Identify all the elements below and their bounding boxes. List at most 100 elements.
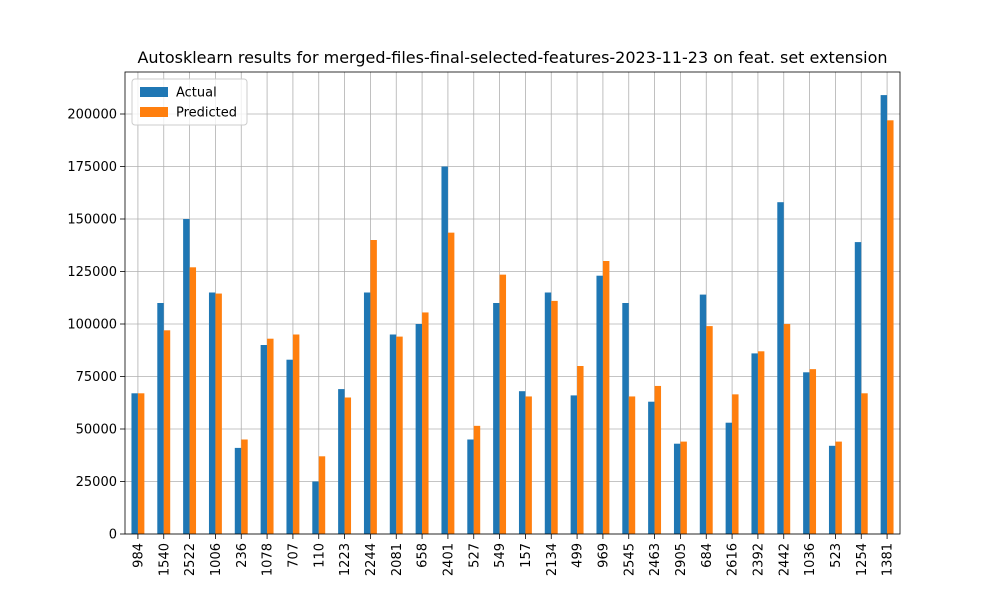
bar-actual-499 xyxy=(570,395,578,534)
x-tick-label: 984 xyxy=(131,543,146,568)
bar-predicted-2244 xyxy=(370,240,377,534)
bar-predicted-2081 xyxy=(396,336,403,534)
x-tick-label: 1078 xyxy=(261,543,276,576)
x-tick-label: 684 xyxy=(700,543,715,568)
x-tick-label: 527 xyxy=(467,543,482,568)
y-tick-label: 150000 xyxy=(67,213,117,228)
bar-predicted-1006 xyxy=(215,293,222,534)
x-tick-label: 658 xyxy=(416,543,431,568)
bar-actual-236 xyxy=(234,447,242,534)
bar-actual-110 xyxy=(312,481,319,534)
bar-predicted-527 xyxy=(473,425,481,534)
x-tick-label: 2905 xyxy=(674,543,689,576)
bar-actual-1381 xyxy=(880,95,888,534)
chart-title: Autosklearn results for merged-files-fin… xyxy=(137,48,888,67)
bar-actual-658 xyxy=(415,324,423,534)
bar-predicted-1078 xyxy=(267,338,274,534)
bar-actual-707 xyxy=(286,359,293,534)
bar-actual-2401 xyxy=(441,166,448,534)
x-tick-label: 1006 xyxy=(209,543,224,576)
bar-predicted-2545 xyxy=(628,396,636,534)
bar-predicted-1381 xyxy=(887,120,894,535)
x-tick-label: 2442 xyxy=(777,543,792,576)
bar-actual-1036 xyxy=(803,372,810,534)
bar-predicted-2522 xyxy=(189,267,197,534)
bar-predicted-2616 xyxy=(732,394,739,534)
bar-actual-1006 xyxy=(208,292,216,534)
x-tick-label: 236 xyxy=(235,543,250,568)
bar-predicted-2392 xyxy=(757,351,765,534)
bar-actual-2244 xyxy=(363,292,371,534)
bar-actual-2545 xyxy=(622,303,629,534)
x-tick-label: 2463 xyxy=(648,543,663,576)
bar-predicted-523 xyxy=(835,441,842,534)
x-tick-label: 110 xyxy=(312,543,327,568)
bar-actual-523 xyxy=(828,445,836,534)
x-tick-label: 2244 xyxy=(364,543,379,576)
x-tick-label: 1036 xyxy=(803,543,818,576)
y-tick-label: 175000 xyxy=(67,160,117,175)
bar-actual-2616 xyxy=(725,422,733,534)
bar-predicted-157 xyxy=(525,396,532,534)
bar-predicted-969 xyxy=(602,261,610,534)
bar-predicted-707 xyxy=(292,334,300,534)
bar-predicted-1223 xyxy=(344,397,352,534)
bar-actual-1254 xyxy=(854,242,862,534)
x-tick-label: 1254 xyxy=(855,543,870,576)
bar-predicted-1036 xyxy=(809,369,817,534)
x-tick-label: 1381 xyxy=(881,543,896,576)
x-tick-label: 2522 xyxy=(183,543,198,576)
legend-label-predicted: Predicted xyxy=(176,106,237,121)
x-tick-label: 2134 xyxy=(545,543,560,576)
bar-predicted-236 xyxy=(241,439,248,534)
x-tick-label: 2392 xyxy=(751,543,766,576)
bar-actual-2134 xyxy=(544,292,552,534)
bar-actual-527 xyxy=(467,439,474,534)
bar-actual-2463 xyxy=(648,401,655,534)
y-tick-label: 25000 xyxy=(76,475,117,490)
bar-actual-1540 xyxy=(157,303,164,534)
x-tick-label: 1540 xyxy=(157,543,172,576)
x-tick-label: 157 xyxy=(519,543,534,568)
bar-predicted-499 xyxy=(577,366,584,534)
legend-label-actual: Actual xyxy=(176,86,217,101)
bar-actual-984 xyxy=(131,393,138,534)
bar-predicted-658 xyxy=(422,312,429,534)
bar-predicted-984 xyxy=(137,393,145,534)
x-tick-label: 549 xyxy=(493,543,508,568)
bar-actual-2081 xyxy=(389,334,397,534)
bar-predicted-110 xyxy=(318,456,326,534)
bar-predicted-684 xyxy=(706,326,713,534)
y-tick-label: 125000 xyxy=(67,265,117,280)
x-tick-label: 707 xyxy=(286,543,301,568)
legend-swatch-actual xyxy=(140,87,168,97)
x-tick-label: 499 xyxy=(571,543,586,568)
bar-actual-157 xyxy=(518,391,526,534)
bar-predicted-1540 xyxy=(163,330,171,534)
x-tick-label: 1223 xyxy=(338,543,353,576)
x-tick-label: 2545 xyxy=(622,543,637,576)
bar-predicted-549 xyxy=(499,274,507,534)
bar-actual-2392 xyxy=(751,353,758,534)
x-tick-label: 2401 xyxy=(441,543,456,576)
legend-swatch-predicted xyxy=(140,107,168,117)
bar-actual-2522 xyxy=(183,219,190,534)
bar-actual-969 xyxy=(596,275,603,534)
bar-predicted-2463 xyxy=(654,385,662,534)
x-tick-label: 2081 xyxy=(390,543,405,576)
bar-predicted-2905 xyxy=(680,441,687,534)
bar-actual-684 xyxy=(699,294,707,534)
y-tick-label: 75000 xyxy=(76,370,117,385)
x-tick-label: 2616 xyxy=(726,543,741,576)
bar-actual-1078 xyxy=(260,345,268,534)
bar-actual-549 xyxy=(493,303,500,534)
bar-predicted-1254 xyxy=(861,393,868,534)
y-tick-label: 100000 xyxy=(67,318,117,333)
y-tick-label: 50000 xyxy=(76,423,117,438)
plot-frame xyxy=(124,71,901,535)
x-tick-label: 523 xyxy=(829,543,844,568)
bar-predicted-2401 xyxy=(447,232,455,534)
y-tick-label: 0 xyxy=(109,528,117,543)
